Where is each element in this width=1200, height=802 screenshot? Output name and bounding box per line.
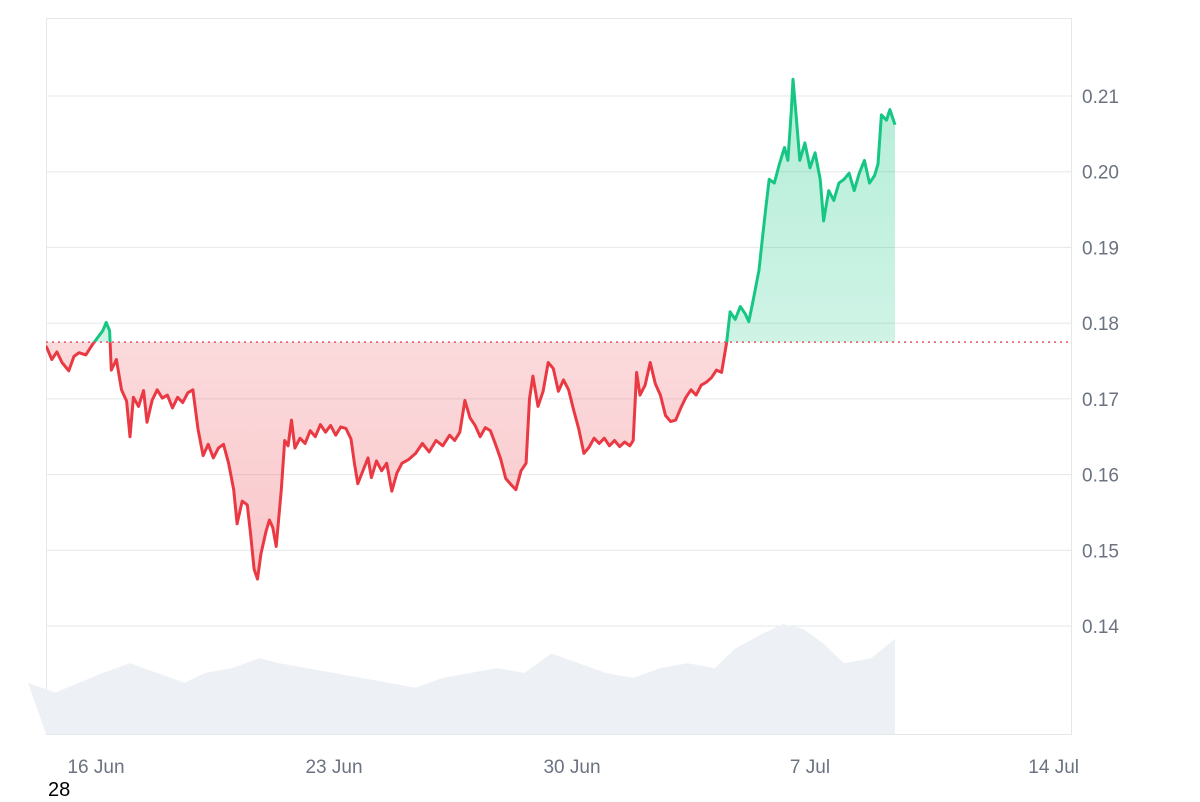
price-line-above-baseline — [92, 77, 897, 343]
y-tick-label: 0.16 — [1082, 466, 1119, 487]
y-tick-label: 0.15 — [1082, 541, 1119, 562]
y-tick-label: 0.21 — [1082, 87, 1119, 108]
plot-frame — [46, 18, 1072, 735]
area-fill-above-baseline — [94, 79, 895, 343]
x-tick-label: 16 Jun — [67, 757, 124, 778]
y-axis-ticks: 0.14 0.15 0.16 0.17 0.18 0.19 0.20 0.21 — [1082, 87, 1119, 638]
x-tick-label: 7 Jul — [790, 757, 830, 778]
y-tick-label: 0.14 — [1082, 617, 1119, 638]
price-line-below-baseline — [46, 342, 729, 581]
corner-label: 28 — [48, 779, 71, 801]
x-tick-label: 14 Jul — [1028, 757, 1079, 778]
x-axis-ticks: 16 Jun 23 Jun 30 Jun 7 Jul 14 Jul — [67, 757, 1079, 778]
y-tick-label: 0.17 — [1082, 390, 1119, 411]
volume-area — [28, 624, 895, 734]
x-tick-label: 30 Jun — [543, 757, 600, 778]
y-tick-label: 0.20 — [1082, 163, 1119, 184]
y-tick-label: 0.18 — [1082, 314, 1119, 335]
x-tick-label: 23 Jun — [305, 757, 362, 778]
y-tick-label: 0.19 — [1082, 238, 1119, 259]
